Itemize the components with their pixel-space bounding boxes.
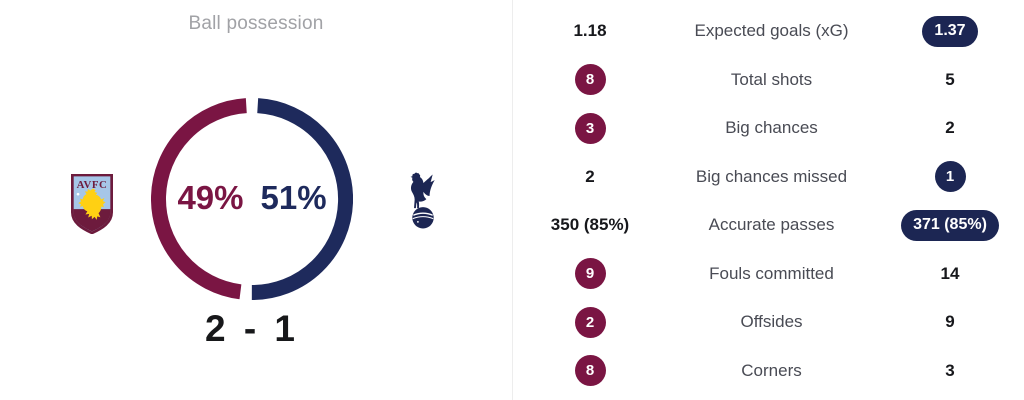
stat-row: 8 Corners 3 — [513, 347, 1024, 396]
stat-label: Expected goals (xG) — [694, 21, 849, 41]
stat-home-value: 350 (85%) — [550, 215, 630, 235]
lion-rampant-shape — [78, 188, 106, 220]
possession-title: Ball possession — [188, 13, 324, 34]
stat-away-value: 5 — [945, 69, 955, 89]
stat-home-value: 2 — [574, 306, 606, 338]
stat-home-value: 8 — [574, 64, 606, 96]
stat-home-value: 3 — [574, 112, 606, 144]
stat-away-value: 14 — [940, 263, 960, 283]
possession-panel: Ball possession AVFC 49% 51% — [71, 13, 435, 349]
donut-home-arc — [151, 98, 247, 300]
stat-away-value: 3 — [945, 360, 955, 380]
crest-avfc-text: AVFC — [77, 179, 108, 191]
stat-away-value: 9 — [945, 312, 955, 332]
possession-values: 49% 51% — [151, 161, 353, 217]
stat-row: 1.18 Expected goals (xG) 1.37 — [513, 7, 1024, 56]
stat-home-value: 9 — [574, 258, 606, 290]
stat-label: Fouls committed — [709, 263, 834, 283]
stat-row: 2 Big chances missed 1 — [513, 153, 1024, 202]
stat-away-value: 2 — [945, 118, 955, 138]
tottenham-cockerel-icon — [410, 172, 435, 229]
stat-label: Big chances — [725, 118, 818, 138]
stat-label: Offsides — [740, 312, 803, 332]
stat-away-value: 371 (85%) — [901, 209, 999, 241]
home-possession-pct: 49% — [177, 179, 244, 216]
score-text: 2 - 1 — [204, 308, 300, 349]
stat-home-value: 2 — [585, 166, 595, 186]
stat-row: 3 Big chances 2 — [513, 104, 1024, 153]
stat-row: 2 Offsides 9 — [513, 298, 1024, 347]
donut-away-arc — [251, 98, 353, 300]
stat-home-value: 8 — [574, 355, 606, 387]
away-possession-pct: 51% — [260, 179, 327, 216]
stat-away-value: 1 — [934, 161, 966, 193]
stats-rows: 1.18 Expected goals (xG) 1.37 8 Total shots 5… — [513, 7, 1024, 395]
stat-label: Corners — [741, 360, 802, 380]
stat-row: 350 (85%) Accurate passes 371 (85%) — [513, 201, 1024, 250]
stat-row: 8 Total shots 5 — [513, 56, 1024, 105]
stat-away-value: 1.37 — [922, 15, 978, 47]
stat-label: Total shots — [730, 69, 813, 89]
stat-label: Big chances missed — [695, 166, 848, 186]
stat-label: Accurate passes — [708, 215, 835, 235]
aston-villa-crest-icon: AVFC — [71, 174, 113, 234]
stat-row: 9 Fouls committed 14 — [513, 250, 1024, 299]
stats-panel: 1.18 Expected goals (xG) 1.37 8 Total shots 5… — [512, 0, 1024, 400]
stat-home-value: 1.18 — [573, 21, 607, 41]
possession-donut: 49% 51% — [151, 98, 353, 300]
